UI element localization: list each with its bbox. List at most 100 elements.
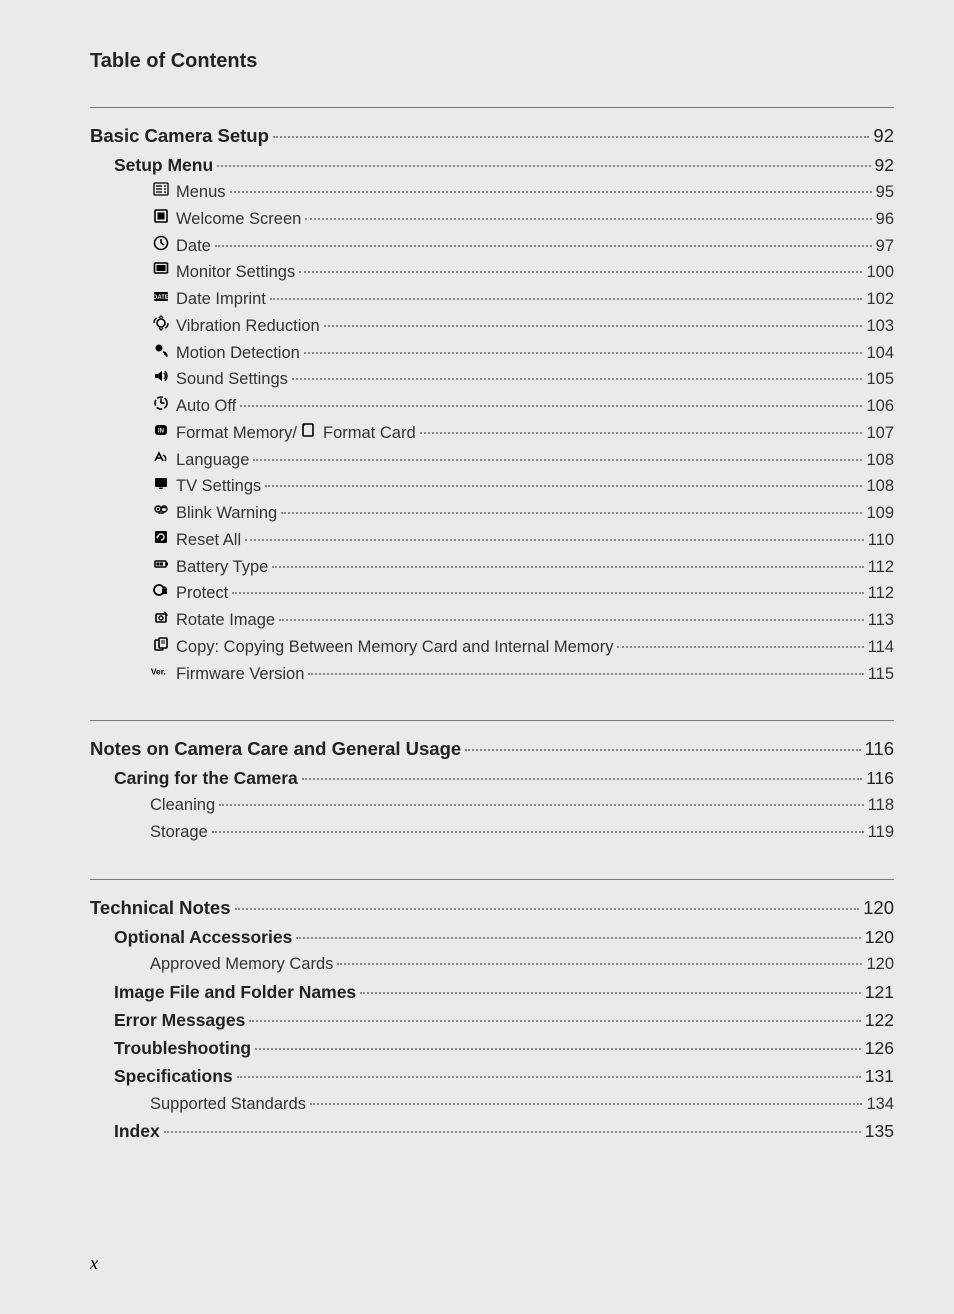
menu-icon <box>150 181 172 197</box>
toc-label: Battery Type <box>176 555 268 580</box>
toc-entry[interactable]: Technical Notes120 <box>90 894 894 922</box>
toc-entry[interactable]: Cleaning118 <box>150 793 894 818</box>
toc-page: 120 <box>865 924 894 950</box>
toc-entry[interactable]: Copy: Copying Between Memory Card and In… <box>150 635 894 660</box>
toc-page: 121 <box>865 979 894 1005</box>
blink-icon <box>150 502 172 518</box>
toc-entry[interactable]: Specifications131 <box>114 1063 894 1089</box>
toc-entry[interactable]: Language108 <box>150 448 894 473</box>
leader-dots <box>240 405 862 407</box>
leader-dots <box>308 673 863 675</box>
toc-entry[interactable]: Supported Standards134 <box>150 1092 894 1117</box>
toc-entry[interactable]: Protect112 <box>150 581 894 606</box>
toc-entry[interactable]: Basic Camera Setup92 <box>90 122 894 150</box>
toc-entry[interactable]: Optional Accessories120 <box>114 924 894 950</box>
toc-entry[interactable]: Rotate Image 113 <box>150 608 894 633</box>
toc-label: Format Card <box>323 421 416 446</box>
toc-entry[interactable]: Blink Warning109 <box>150 501 894 526</box>
page: Table of Contents Basic Camera Setup92Se… <box>0 0 954 1314</box>
toc-label: Troubleshooting <box>114 1035 251 1061</box>
toc-entry[interactable]: Format Memory/ Format Card107 <box>150 421 894 446</box>
toc-entry[interactable]: Sound Settings105 <box>150 367 894 392</box>
toc-entry[interactable]: Vibration Reduction103 <box>150 314 894 339</box>
toc-page: 116 <box>865 735 895 763</box>
toc-entry[interactable]: Setup Menu 92 <box>114 152 894 178</box>
toc-page: 112 <box>868 555 894 580</box>
toc-label: Image File and Folder Names <box>114 979 356 1005</box>
toc-entry[interactable]: Notes on Camera Care and General Usage11… <box>90 735 894 763</box>
battery-icon <box>150 556 172 572</box>
leader-dots <box>420 432 863 434</box>
toc-page: 95 <box>876 180 894 205</box>
toc-entry[interactable]: Motion Detection104 <box>150 341 894 366</box>
toc-entry[interactable]: Welcome Screen96 <box>150 207 894 232</box>
toc-label: Sound Settings <box>176 367 288 392</box>
toc-entry[interactable]: Storage119 <box>150 820 894 845</box>
toc-root: Basic Camera Setup92Setup Menu 92Menus95W… <box>90 107 894 1145</box>
toc-entry[interactable]: Caring for the Camera 116 <box>114 765 894 791</box>
leader-dots <box>235 908 860 910</box>
leader-dots <box>324 325 863 327</box>
toc-entry[interactable]: Index135 <box>114 1118 894 1144</box>
toc-entry[interactable]: Date Imprint102 <box>150 287 894 312</box>
leader-dots <box>212 831 864 833</box>
toc-entry[interactable]: Reset All110 <box>150 528 894 553</box>
leader-dots <box>337 963 862 965</box>
clock-icon <box>150 235 172 251</box>
toc-page: 104 <box>866 341 894 366</box>
leader-dots <box>217 165 870 167</box>
toc-entry[interactable]: TV Settings 108 <box>150 474 894 499</box>
toc-page: 113 <box>868 608 894 633</box>
leader-dots <box>232 592 863 594</box>
monitor-icon <box>150 261 172 277</box>
leader-dots <box>305 218 871 220</box>
protect-icon <box>150 582 172 598</box>
leader-dots <box>270 298 863 300</box>
toc-label: Date Imprint <box>176 287 266 312</box>
format-icon <box>150 422 172 438</box>
leader-dots <box>302 778 862 780</box>
leader-dots <box>292 378 863 380</box>
autooff-icon <box>150 395 172 411</box>
toc-entry[interactable]: Image File and Folder Names 121 <box>114 979 894 1005</box>
toc-entry[interactable]: Error Messages 122 <box>114 1007 894 1033</box>
toc-entry[interactable]: Date97 <box>150 234 894 259</box>
leader-dots <box>304 352 863 354</box>
toc-label: Blink Warning <box>176 501 277 526</box>
leader-dots <box>273 136 870 138</box>
leader-dots <box>272 566 863 568</box>
toc-entry[interactable]: Auto Off106 <box>150 394 894 419</box>
toc-entry[interactable]: Approved Memory Cards120 <box>150 952 894 977</box>
toc-label: Error Messages <box>114 1007 245 1033</box>
toc-label: TV Settings <box>176 474 261 499</box>
toc-page: 108 <box>866 448 894 473</box>
toc-label: Protect <box>176 581 228 606</box>
toc-entry[interactable]: Troubleshooting126 <box>114 1035 894 1061</box>
toc-label: Vibration Reduction <box>176 314 320 339</box>
toc-entry[interactable]: Firmware Version115 <box>150 662 894 687</box>
leader-dots <box>310 1103 863 1105</box>
page-number: x <box>90 1253 98 1274</box>
toc-page: 96 <box>876 207 894 232</box>
leader-dots <box>245 539 864 541</box>
toc-label: Rotate Image <box>176 608 275 633</box>
sound-icon <box>150 368 172 384</box>
leader-dots <box>279 619 864 621</box>
toc-page: 100 <box>866 260 894 285</box>
toc-label: Caring for the Camera <box>114 765 298 791</box>
ver-icon <box>150 663 172 679</box>
toc-label: Technical Notes <box>90 894 231 922</box>
toc-label: Specifications <box>114 1063 233 1089</box>
toc-page: 118 <box>868 793 894 818</box>
toc-entry[interactable]: Monitor Settings100 <box>150 260 894 285</box>
toc-entry[interactable]: Battery Type 112 <box>150 555 894 580</box>
toc-label: Setup Menu <box>114 152 213 178</box>
toc-entry[interactable]: Menus95 <box>150 180 894 205</box>
toc-page: 116 <box>866 765 894 791</box>
toc-page: 108 <box>866 474 894 499</box>
toc-page: 92 <box>875 152 894 178</box>
toc-label: Supported Standards <box>150 1092 306 1117</box>
toc-page: 122 <box>865 1007 894 1033</box>
leader-dots <box>237 1076 861 1078</box>
toc-label: Date <box>176 234 211 259</box>
